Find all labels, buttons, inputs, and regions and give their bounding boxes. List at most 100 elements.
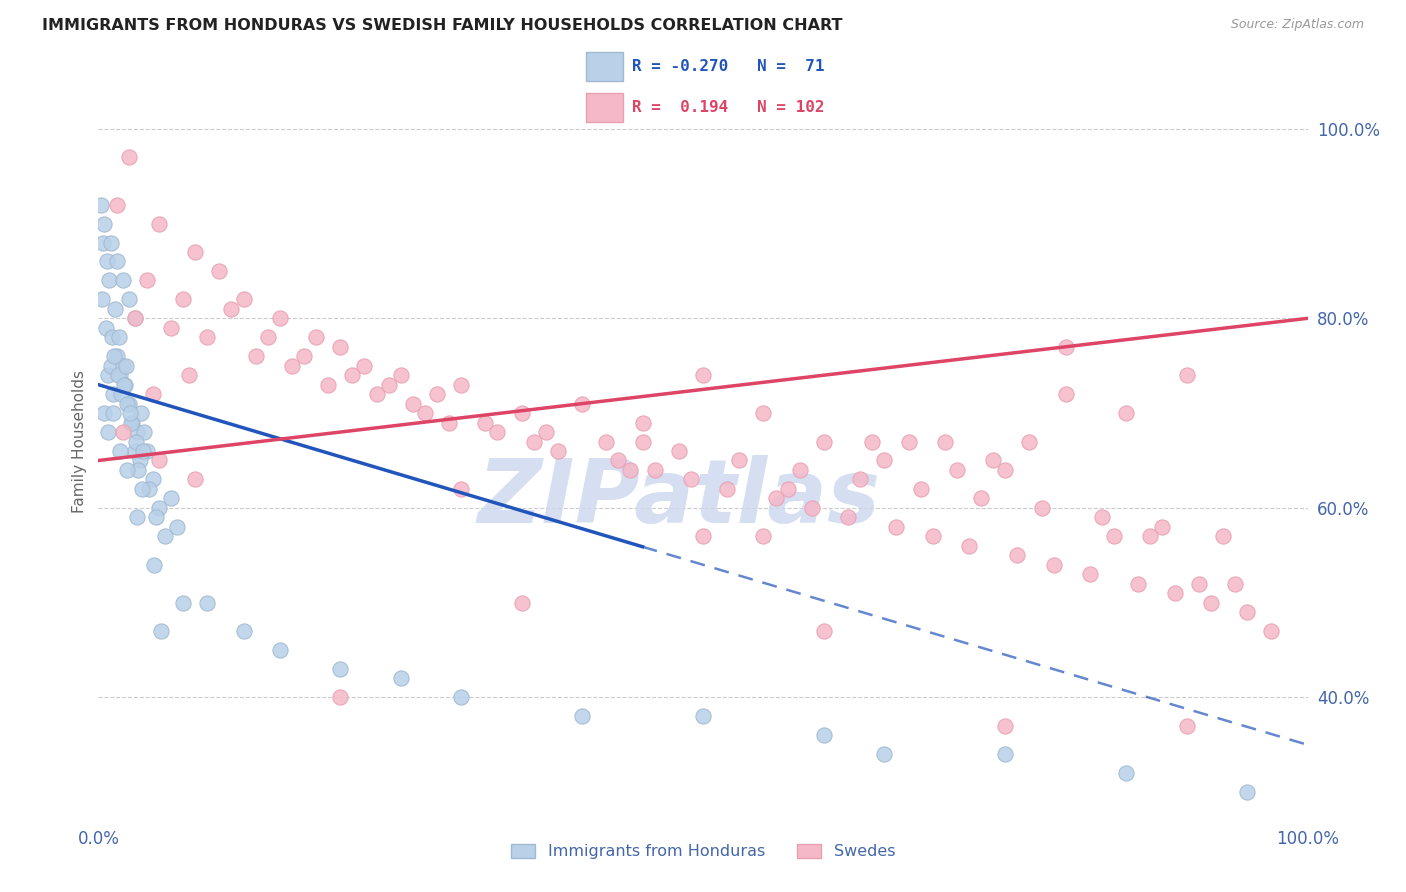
Point — [631, 434, 654, 449]
Point — [377, 377, 399, 392]
Point — [232, 624, 254, 639]
Point — [668, 444, 690, 458]
Point — [994, 463, 1017, 477]
Point — [111, 425, 134, 439]
Point — [389, 672, 412, 686]
Point — [118, 150, 141, 164]
Text: ZIPatlas: ZIPatlas — [477, 455, 880, 542]
Point — [118, 293, 141, 307]
Point — [1212, 529, 1234, 543]
Point — [1018, 434, 1040, 449]
Point — [118, 406, 141, 420]
Point — [150, 624, 173, 639]
Point — [329, 662, 352, 676]
Point — [101, 406, 124, 420]
Point — [813, 624, 835, 639]
Point — [100, 359, 122, 373]
Point — [886, 520, 908, 534]
Point — [135, 444, 157, 458]
Point — [873, 747, 896, 762]
Point — [120, 416, 142, 430]
Point — [110, 387, 132, 401]
Point — [105, 349, 128, 363]
Point — [94, 320, 117, 334]
Point — [1188, 576, 1211, 591]
Point — [1091, 510, 1114, 524]
Point — [679, 473, 702, 487]
Point — [269, 643, 291, 657]
Point — [607, 453, 630, 467]
Point — [145, 510, 167, 524]
Point — [111, 273, 134, 287]
Point — [124, 311, 146, 326]
Point — [142, 387, 165, 401]
Point — [90, 197, 112, 211]
Point — [813, 434, 835, 449]
Point — [127, 463, 149, 477]
Point — [716, 482, 738, 496]
Point — [132, 444, 155, 458]
Point — [148, 500, 170, 515]
Point — [166, 520, 188, 534]
Point — [114, 377, 136, 392]
Point — [100, 330, 122, 344]
Point — [125, 434, 148, 449]
Point — [1175, 719, 1198, 733]
Point — [946, 463, 969, 477]
Point — [160, 491, 183, 506]
Point — [474, 416, 496, 430]
Text: Source: ZipAtlas.com: Source: ZipAtlas.com — [1230, 18, 1364, 31]
Point — [115, 359, 138, 373]
Point — [510, 596, 533, 610]
Point — [1031, 500, 1053, 515]
Point — [860, 434, 883, 449]
Point — [619, 463, 641, 477]
Point — [426, 387, 449, 401]
Point — [98, 273, 121, 287]
Point — [135, 273, 157, 287]
Point — [486, 425, 509, 439]
Text: R = -0.270   N =  71: R = -0.270 N = 71 — [633, 59, 825, 74]
Point — [994, 747, 1017, 762]
Point — [1102, 529, 1125, 543]
Point — [97, 368, 120, 383]
Point — [728, 453, 751, 467]
Point — [921, 529, 943, 543]
Point — [342, 368, 364, 383]
Point — [108, 330, 131, 344]
Point — [101, 387, 124, 401]
Point — [450, 377, 472, 392]
Point — [437, 416, 460, 430]
Point — [148, 453, 170, 467]
Point — [153, 529, 176, 543]
Point — [752, 406, 775, 420]
Point — [111, 359, 134, 373]
Point — [873, 453, 896, 467]
Point — [221, 301, 243, 316]
Point — [970, 491, 993, 506]
Legend: Immigrants from Honduras, Swedes: Immigrants from Honduras, Swedes — [505, 838, 901, 866]
Point — [776, 482, 799, 496]
Point — [143, 558, 166, 572]
Point — [107, 368, 129, 383]
Point — [1115, 406, 1137, 420]
Point — [184, 473, 207, 487]
FancyBboxPatch shape — [586, 53, 623, 81]
Point — [571, 709, 593, 723]
Point — [105, 197, 128, 211]
Point — [281, 359, 304, 373]
Point — [1054, 387, 1077, 401]
Point — [389, 368, 412, 383]
Point — [179, 368, 201, 383]
Point — [232, 293, 254, 307]
Point — [800, 500, 823, 515]
Point — [353, 359, 375, 373]
Text: R =  0.194   N = 102: R = 0.194 N = 102 — [633, 100, 825, 115]
Point — [256, 330, 278, 344]
Point — [813, 728, 835, 742]
Point — [148, 217, 170, 231]
Point — [112, 377, 135, 392]
Text: IMMIGRANTS FROM HONDURAS VS SWEDISH FAMILY HOUSEHOLDS CORRELATION CHART: IMMIGRANTS FROM HONDURAS VS SWEDISH FAMI… — [42, 18, 842, 33]
Point — [184, 244, 207, 259]
Y-axis label: Family Households: Family Households — [72, 370, 87, 513]
